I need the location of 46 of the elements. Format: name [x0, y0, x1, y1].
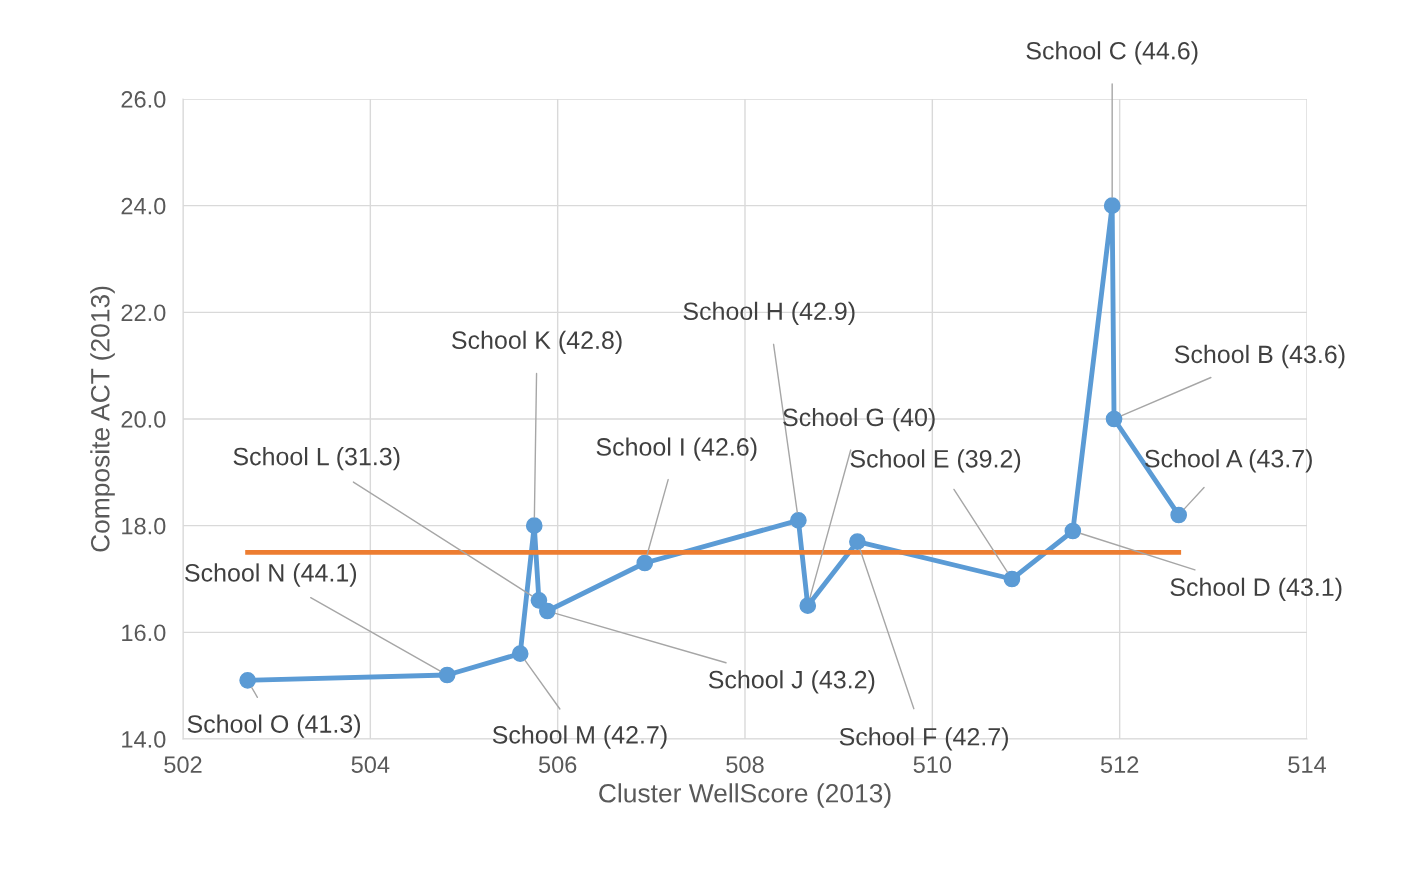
point	[1103, 197, 1121, 215]
y-tick-label: 26.0	[121, 91, 166, 108]
annotation: School A (43.7)	[1145, 449, 1312, 473]
point	[1105, 410, 1123, 428]
x-tick-label: 504	[351, 756, 390, 774]
annotation: School K (42.8)	[452, 330, 622, 354]
annotation: School D (43.1)	[1170, 577, 1342, 601]
point	[511, 645, 529, 663]
y-tick-label: 24.0	[121, 197, 166, 215]
point	[438, 666, 456, 684]
y-tick-label: 14.0	[122, 731, 166, 748]
point	[790, 511, 807, 529]
annotation: School O (41.3)	[187, 714, 361, 738]
x-tick-label: 514	[1288, 756, 1327, 774]
y-tick-label: 20.0	[121, 411, 166, 428]
x-tick-label: 506	[538, 756, 577, 774]
annotation: School H (42.9)	[683, 301, 855, 326]
point	[799, 597, 817, 615]
annotation: School F (42.7)	[839, 727, 1008, 751]
x-tick-label: 510	[913, 756, 952, 774]
point	[530, 591, 548, 609]
annotation: School G (40)	[783, 407, 935, 432]
point	[539, 602, 556, 620]
x-tick-label: 512	[1100, 756, 1139, 774]
annotation: School E (39.2)	[850, 449, 1021, 473]
annotation: School J (43.2)	[708, 670, 875, 694]
point	[1003, 570, 1021, 588]
y-tick-label: 16.0	[122, 624, 166, 642]
x-tick-label: 502	[164, 756, 202, 774]
point	[1064, 522, 1082, 540]
annotation: School M (42.7)	[492, 725, 667, 749]
annotation: School I (42.6)	[596, 437, 757, 461]
annotation: School C (44.6)	[1026, 41, 1198, 65]
point	[849, 533, 866, 551]
y-tick-label: 18.0	[122, 517, 166, 535]
y-axis-title: Composite ACT (2013)	[90, 286, 115, 552]
point	[525, 517, 543, 535]
point	[239, 671, 256, 689]
annotation: School L (31.3)	[233, 447, 400, 471]
x-axis-title: Cluster WellScore (2013)	[599, 783, 891, 808]
x-tick-label: 508	[726, 756, 764, 774]
y-tick-label: 22.0	[121, 304, 166, 322]
annotation: School N (44.1)	[185, 563, 357, 587]
point	[636, 554, 654, 572]
annotation: School B (43.6)	[1174, 344, 1345, 369]
point	[1170, 506, 1188, 524]
